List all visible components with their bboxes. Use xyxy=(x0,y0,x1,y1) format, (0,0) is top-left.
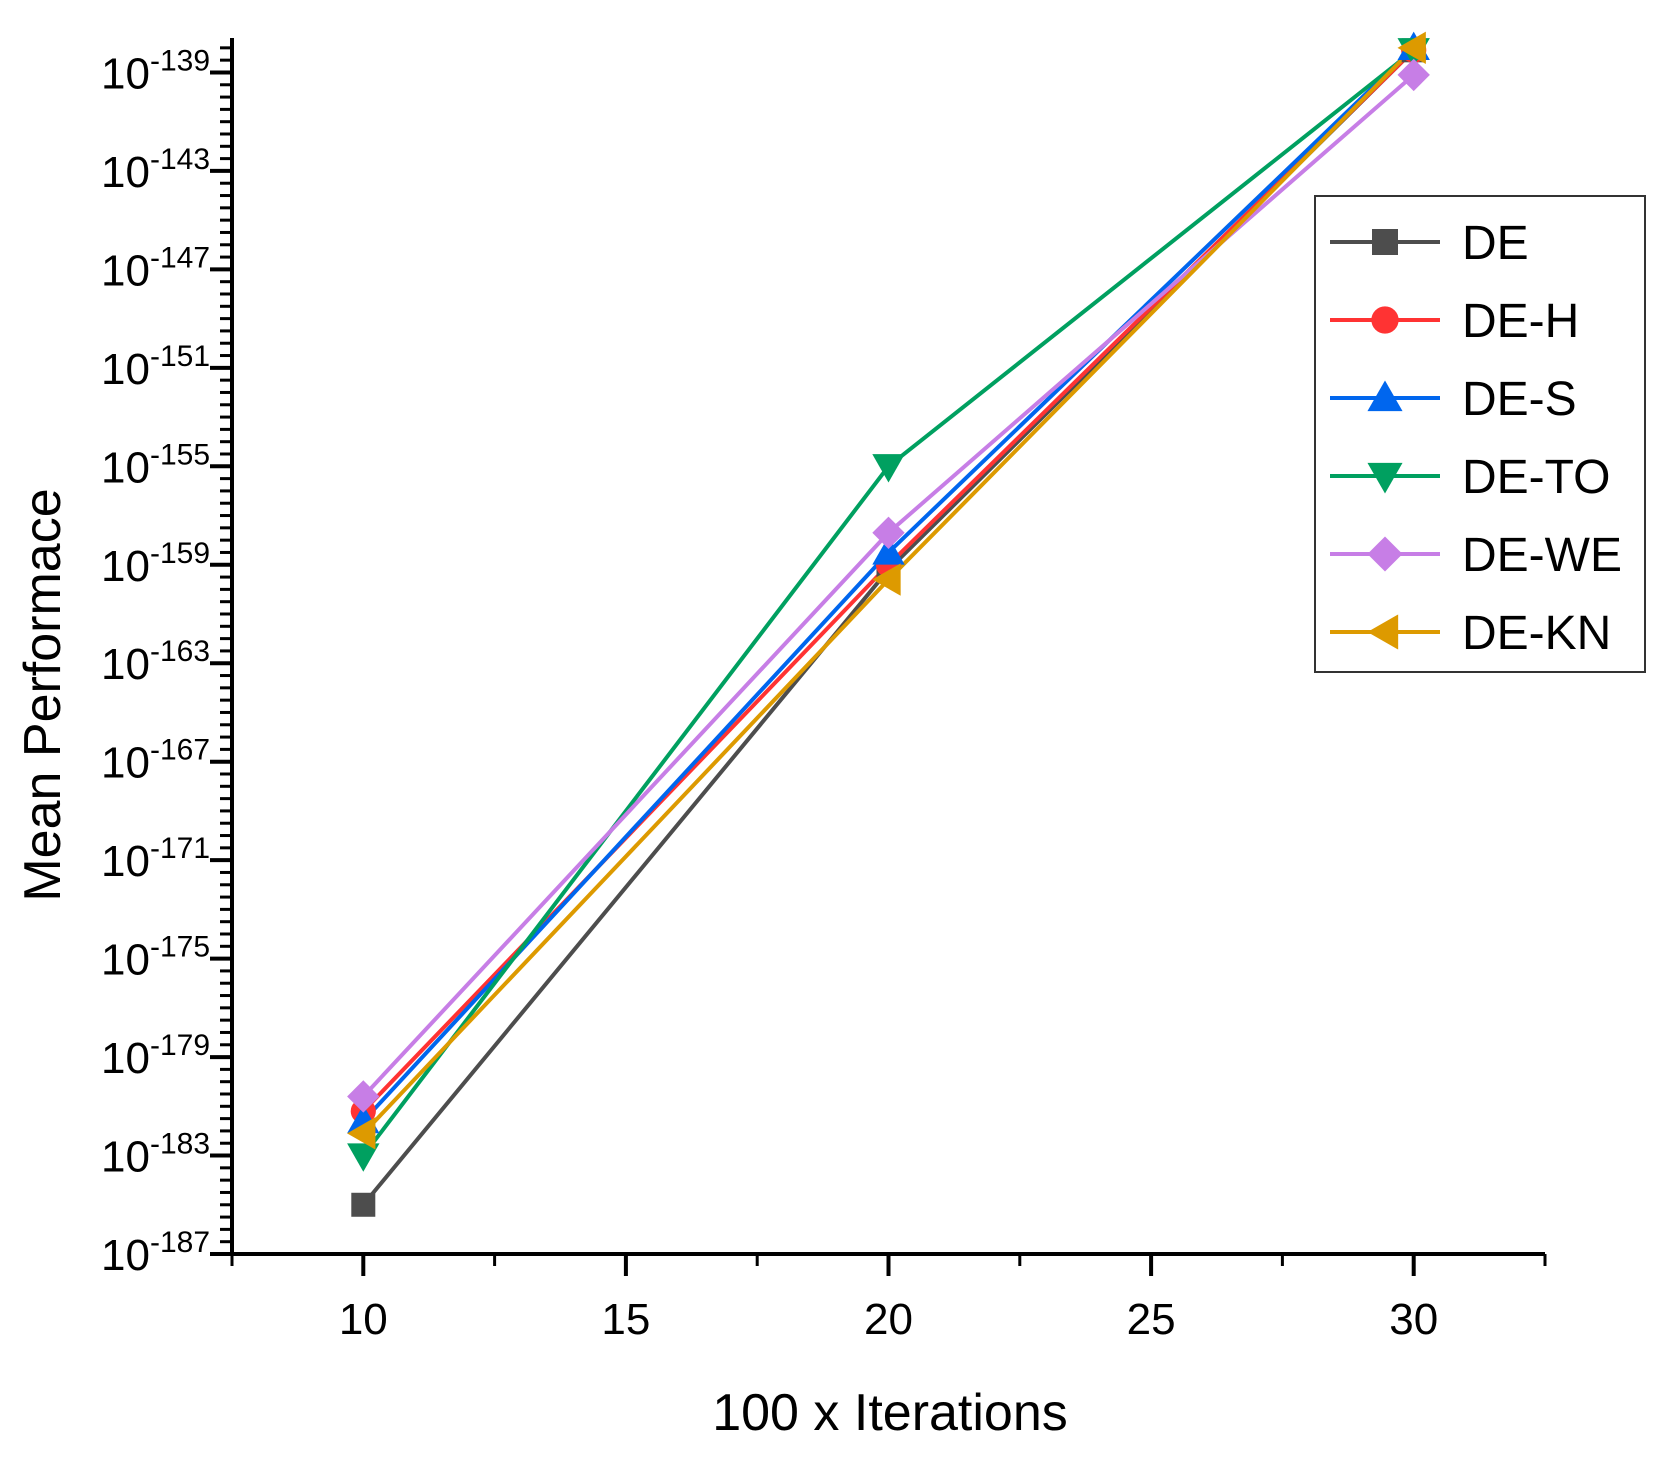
y-tick-label: 10-175 xyxy=(101,931,210,985)
y-minor-ticks xyxy=(220,46,232,1244)
y-tick-label: 10-187 xyxy=(101,1226,210,1280)
x-tick-label: 20 xyxy=(864,1295,913,1344)
legend-label-de-to: DE-TO xyxy=(1462,451,1610,504)
legend-label-de-s: DE-S xyxy=(1462,373,1577,426)
y-tick-label: 10-147 xyxy=(101,241,210,295)
x-tick-label: 30 xyxy=(1389,1295,1438,1344)
data-point-de-we xyxy=(1397,58,1430,92)
y-tick-label: 10-163 xyxy=(101,635,210,689)
y-tick-label: 10-143 xyxy=(101,143,210,197)
y-tick-label: 10-167 xyxy=(101,734,210,788)
data-point-de-s xyxy=(872,536,905,565)
data-point-de-we xyxy=(347,1080,380,1113)
legend: DE DE-H DE-S DE-TO DE-WE DE-KN xyxy=(1314,195,1646,673)
x-axis-title: 100 x Iterations xyxy=(712,1384,1068,1442)
x-tick-label: 25 xyxy=(1127,1295,1176,1344)
x-tick-label: 10 xyxy=(339,1295,388,1344)
data-point-de-kn xyxy=(872,563,901,596)
y-tick-label: 10-159 xyxy=(101,537,210,591)
series-markers xyxy=(347,31,1430,1217)
data-point-de-to xyxy=(347,1143,380,1172)
legend-label-de-kn: DE-KN xyxy=(1462,607,1611,660)
legend-box xyxy=(1314,195,1646,673)
legend-label-de-we: DE-WE xyxy=(1462,529,1622,582)
axes: 10-187 10-183 10-179 10-175 10-171 10-167 10-1… xyxy=(101,38,1547,1344)
y-tick-label: 10-183 xyxy=(101,1128,210,1182)
y-tick-label: 10-171 xyxy=(101,832,210,886)
legend-marker-de-to xyxy=(1367,462,1403,494)
y-tick-label: 10-151 xyxy=(101,340,210,394)
y-tick-label: 10-155 xyxy=(101,438,210,492)
x-ticks: 10 15 20 25 30 xyxy=(230,1254,1547,1344)
data-point-de-to xyxy=(872,454,905,483)
legend-marker-de-we xyxy=(1367,536,1403,572)
legend-label-de: DE xyxy=(1462,217,1529,270)
legend-marker-de-kn xyxy=(1367,614,1399,650)
y-axis-title: Mean Performace xyxy=(14,488,72,901)
data-point-de xyxy=(351,1192,376,1217)
series-line-de-to xyxy=(361,48,1415,1157)
series-lines xyxy=(361,46,1416,1207)
y-major-ticks: 10-187 10-183 10-179 10-175 10-171 10-167 10-1… xyxy=(101,44,232,1280)
legend-label-de-h: DE-H xyxy=(1462,295,1579,348)
legend-marker-de-h xyxy=(1371,306,1399,334)
legend-marker-de-s xyxy=(1367,380,1403,412)
series-line-de xyxy=(361,48,1416,1207)
y-tick-label: 10-139 xyxy=(101,44,210,98)
y-tick-label: 10-179 xyxy=(101,1029,210,1083)
x-tick-label: 15 xyxy=(601,1295,650,1344)
data-point-de-we xyxy=(872,516,905,549)
data-point-de-kn xyxy=(347,1117,376,1150)
data-point-de-kn xyxy=(1397,31,1426,65)
legend-marker-de xyxy=(1372,229,1398,255)
